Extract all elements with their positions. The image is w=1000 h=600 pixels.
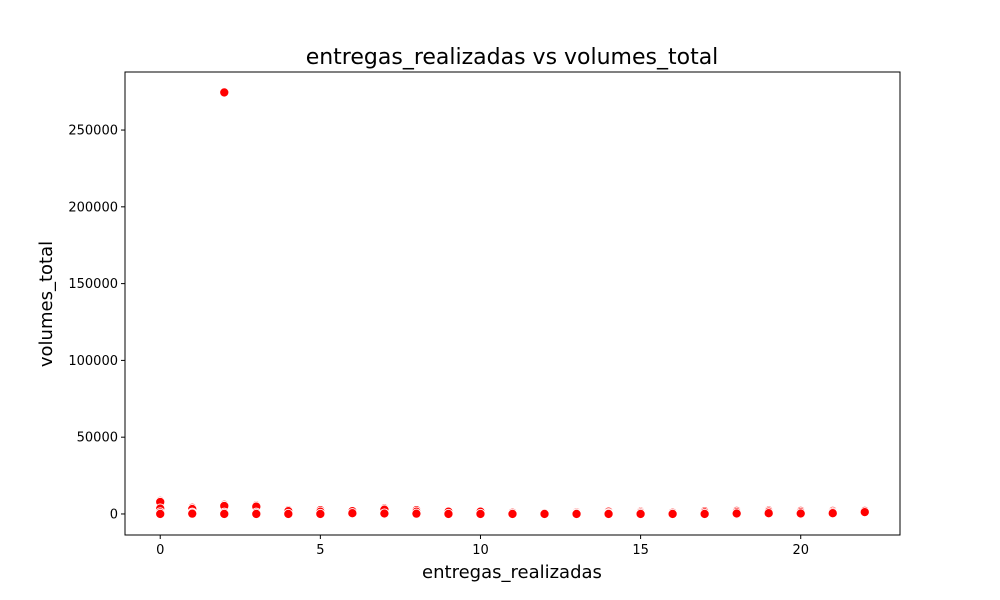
data-point — [763, 508, 774, 519]
data-point — [475, 508, 486, 520]
data-point — [571, 508, 582, 520]
y-tick-label: 0 — [110, 507, 118, 522]
x-axis-label: entregas_realizadas — [422, 562, 602, 583]
y-tick-label: 50000 — [77, 431, 118, 446]
data-point — [827, 508, 838, 519]
data-point — [635, 508, 646, 520]
x-tick-label: 0 — [156, 543, 164, 558]
data-point — [155, 508, 166, 520]
data-point — [731, 508, 742, 519]
y-tick-label: 150000 — [68, 277, 118, 292]
data-point — [411, 508, 422, 519]
plot-frame — [124, 71, 901, 536]
data-point — [315, 508, 326, 520]
y-tick-label: 200000 — [68, 200, 118, 215]
x-tick-label: 20 — [792, 543, 809, 558]
data-point — [251, 508, 262, 520]
data-point — [219, 508, 230, 520]
y-axis-label: volumes_total — [36, 241, 57, 367]
points-layer — [155, 87, 870, 520]
data-point — [283, 508, 294, 520]
chart-title: entregas_realizadas vs volumes_total — [306, 45, 719, 70]
data-point — [443, 508, 454, 520]
y-tick-label: 250000 — [68, 124, 118, 139]
x-tick-label: 10 — [472, 543, 489, 558]
data-point — [507, 508, 518, 520]
data-point — [603, 508, 614, 520]
data-point — [539, 508, 550, 520]
data-point — [859, 507, 870, 518]
data-point — [347, 508, 358, 519]
y-axis-ticks: 0 50000 100000 150000 200000 250000 — [68, 124, 125, 522]
data-point — [379, 508, 390, 519]
y-tick-label: 100000 — [68, 354, 118, 369]
data-point — [219, 87, 230, 98]
data-point — [187, 508, 198, 519]
x-tick-label: 5 — [316, 543, 324, 558]
data-point — [795, 508, 806, 519]
data-point — [667, 508, 678, 520]
x-tick-label: 15 — [632, 543, 649, 558]
data-point — [699, 508, 710, 520]
x-axis-ticks: 0 5 10 15 20 — [156, 535, 809, 558]
